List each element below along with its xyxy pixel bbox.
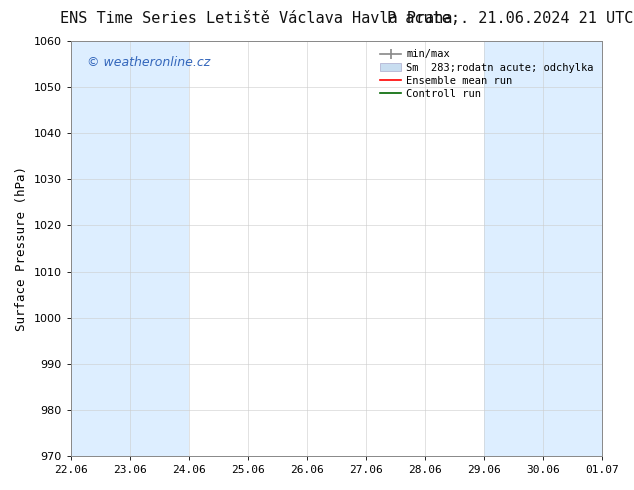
Bar xyxy=(484,41,543,456)
Bar xyxy=(130,41,189,456)
Text: P acute;. 21.06.2024 21 UTC: P acute;. 21.06.2024 21 UTC xyxy=(387,11,633,26)
Legend: min/max, Sm  283;rodatn acute; odchylka, Ensemble mean run, Controll run: min/max, Sm 283;rodatn acute; odchylka, … xyxy=(377,46,597,102)
Bar xyxy=(602,41,631,456)
Bar xyxy=(543,41,602,456)
Text: © weatheronline.cz: © weatheronline.cz xyxy=(87,55,210,69)
Bar xyxy=(71,41,130,456)
Text: ENS Time Series Letiště Václava Havla Praha: ENS Time Series Letiště Václava Havla Pr… xyxy=(60,11,453,26)
Y-axis label: Surface Pressure (hPa): Surface Pressure (hPa) xyxy=(15,166,28,331)
